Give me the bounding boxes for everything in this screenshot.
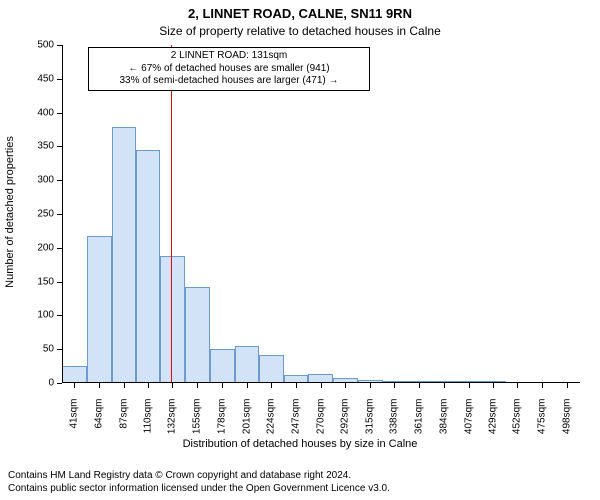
y-tick [57,79,62,80]
x-tick [271,383,272,388]
y-tick [57,248,62,249]
x-tick [321,383,322,388]
annotation-line-2: 33% of semi-detached houses are larger (… [95,75,363,88]
footer-line-0: Contains HM Land Registry data © Crown c… [8,470,592,483]
x-axis-label: Distribution of detached houses by size … [0,438,600,450]
y-tick [57,315,62,316]
annotation-box: 2 LINNET ROAD: 131sqm ← 67% of detached … [88,47,370,91]
x-tick [148,383,149,388]
x-tick [394,383,395,388]
y-tick-label: 0 [24,378,54,389]
histogram-bar [210,349,235,383]
x-tick [370,383,371,388]
y-tick-label: 400 [24,107,54,118]
x-tick [296,383,297,388]
x-tick [345,383,346,388]
x-tick [124,383,125,388]
y-tick [57,349,62,350]
x-tick [517,383,518,388]
page-title: 2, LINNET ROAD, CALNE, SN11 9RN [0,6,600,21]
histogram-bar [160,256,185,383]
histogram-bar [112,127,137,383]
marker-line [171,45,172,383]
x-tick [222,383,223,388]
x-tick [99,383,100,388]
y-tick [57,146,62,147]
annotation-line-1: ← 67% of detached houses are smaller (94… [95,63,363,76]
y-tick [57,45,62,46]
page-subtitle: Size of property relative to detached ho… [0,24,600,38]
histogram-bar [185,287,210,383]
annotation-line-0: 2 LINNET ROAD: 131sqm [95,50,363,63]
histogram-bar [235,346,260,383]
footer-line-1: Contains public sector information licen… [8,483,592,496]
x-tick [469,383,470,388]
y-tick [57,113,62,114]
y-tick-label: 350 [24,141,54,152]
y-tick-label: 200 [24,242,54,253]
y-tick-label: 300 [24,175,54,186]
y-axis-label: Number of detached properties [4,112,16,312]
plot-area: 05010015020025030035040045050041sqm64sqm… [62,45,580,383]
y-tick-label: 100 [24,310,54,321]
y-tick-label: 500 [24,40,54,51]
x-tick [172,383,173,388]
y-tick-label: 50 [24,344,54,355]
x-tick [444,383,445,388]
y-tick [57,180,62,181]
x-tick [493,383,494,388]
y-tick [57,383,62,384]
y-tick [57,282,62,283]
histogram-bar [259,355,284,383]
x-tick [74,383,75,388]
x-tick [247,383,248,388]
histogram-bar [87,236,112,383]
histogram-bar [62,366,87,383]
y-tick [57,214,62,215]
x-tick [419,383,420,388]
histogram-bar [136,150,160,383]
y-tick-label: 150 [24,276,54,287]
x-tick [542,383,543,388]
x-tick [567,383,568,388]
y-tick-label: 450 [24,73,54,84]
x-tick [197,383,198,388]
chart-page: 2, LINNET ROAD, CALNE, SN11 9RN Size of … [0,0,600,500]
footer-text: Contains HM Land Registry data © Crown c… [0,470,600,495]
y-tick-label: 250 [24,209,54,220]
y-axis-line [62,45,63,383]
